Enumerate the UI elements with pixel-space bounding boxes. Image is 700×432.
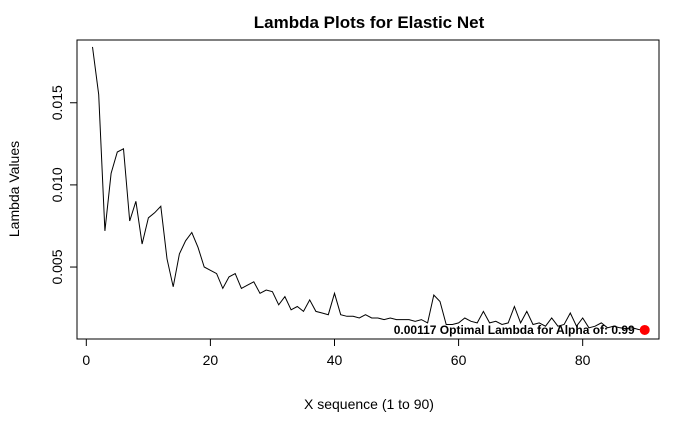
plot-frame [76,39,660,340]
x-tick-label: 0 [82,352,90,368]
lambda-series-line [92,46,645,331]
y-axis-label: Lambda Values [6,141,22,237]
x-tick-label: 40 [327,352,343,368]
x-axis: 0 20 40 60 80 [82,339,591,368]
y-axis: 0.005 0.010 0.015 [49,85,77,285]
chart-title: Lambda Plots for Elastic Net [254,13,485,32]
x-tick-label: 80 [575,352,591,368]
optimal-lambda-point [639,324,650,335]
x-tick-label: 20 [203,352,219,368]
y-tick-label: 0.010 [49,167,65,202]
y-tick-label: 0.015 [49,85,65,120]
x-tick-label: 60 [451,352,467,368]
y-tick-label: 0.005 [49,249,65,284]
optimal-lambda-annotation: 0.00117 Optimal Lambda for Alpha of: 0.9… [394,323,635,337]
x-axis-label: X sequence (1 to 90) [304,396,434,412]
